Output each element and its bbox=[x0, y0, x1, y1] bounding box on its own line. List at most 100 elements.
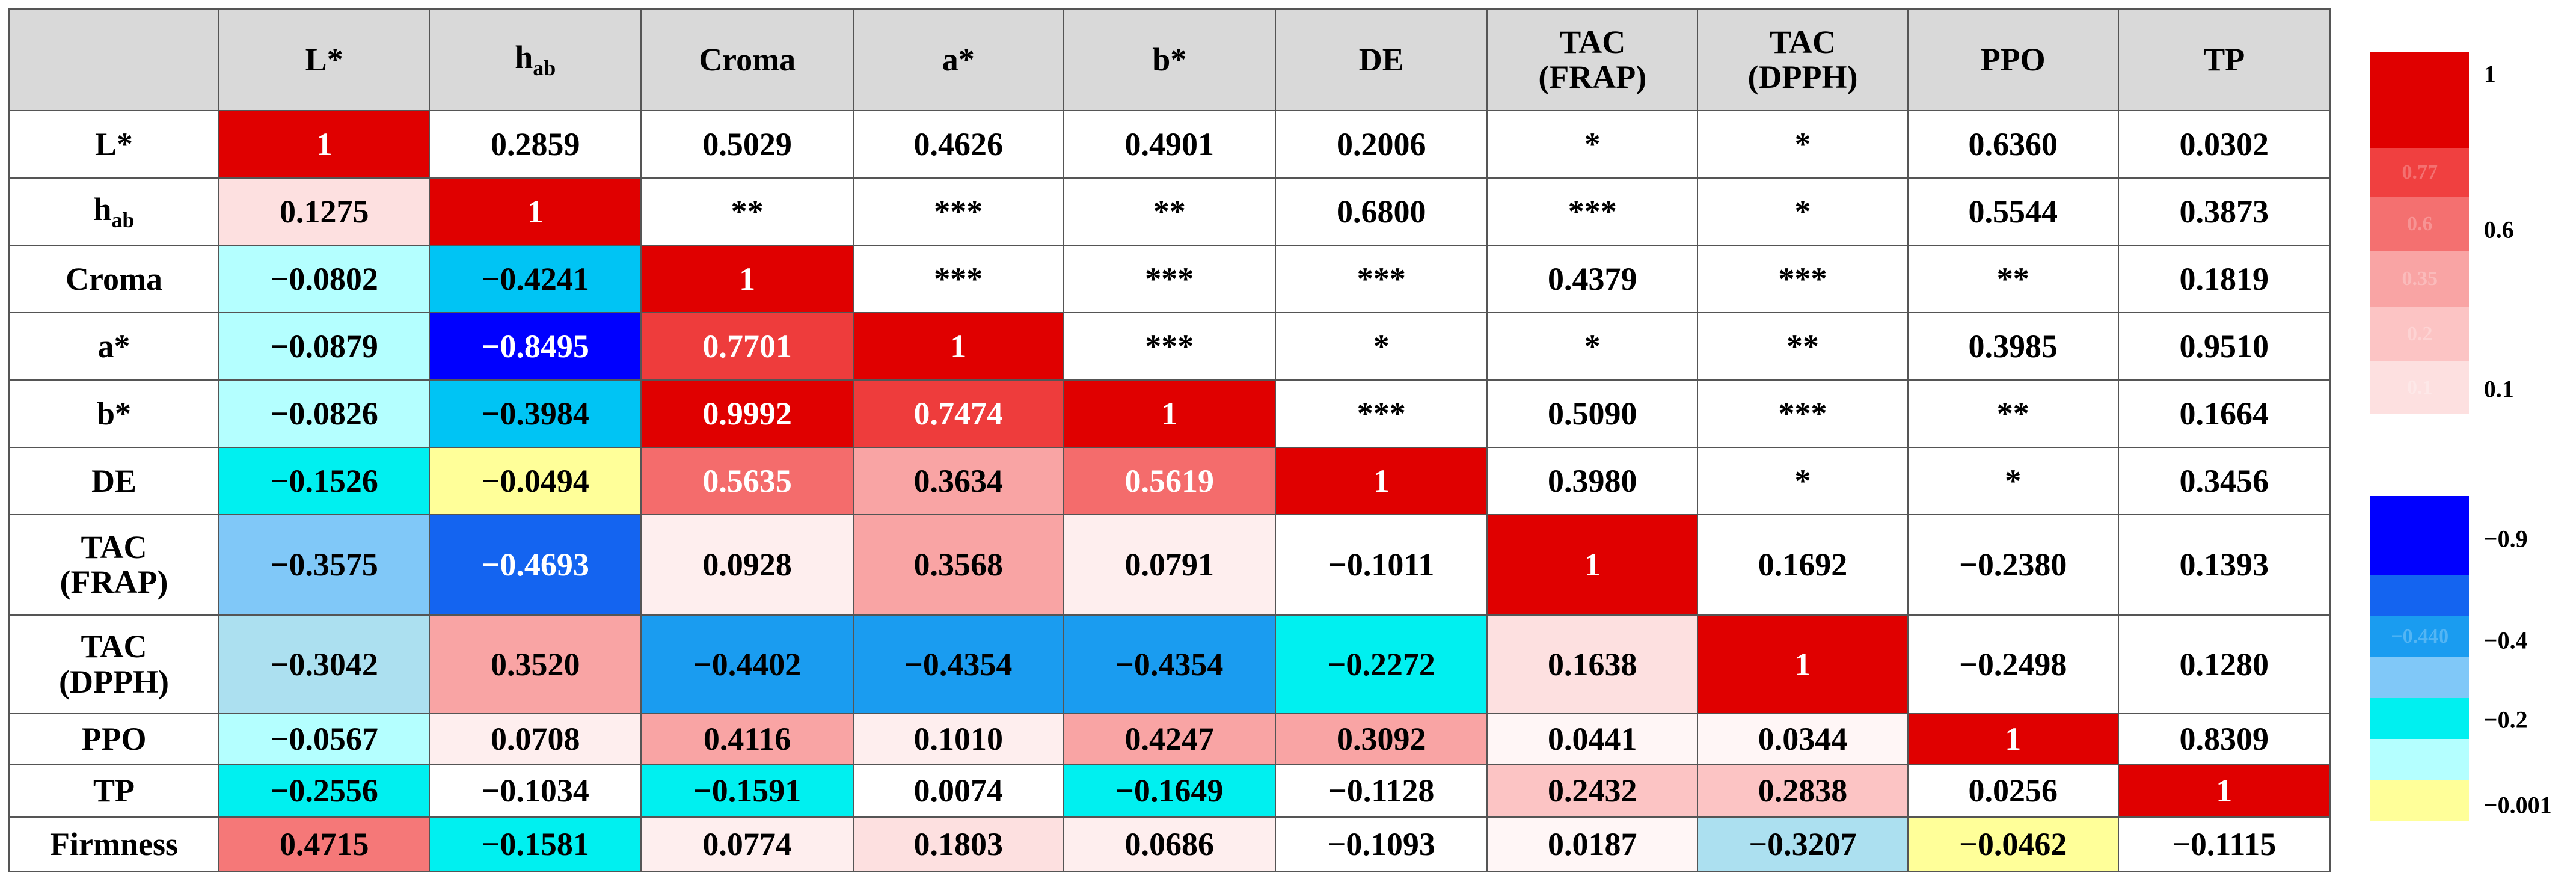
table-cell: 0.1010 bbox=[852, 712, 1064, 765]
table-cell: −0.4354 bbox=[1063, 614, 1277, 714]
table-cell: −0.4693 bbox=[429, 514, 642, 616]
table-cell: 0.5090 bbox=[1486, 379, 1699, 449]
cell-value: 0.9510 bbox=[2179, 328, 2269, 364]
cell-value: −0.8495 bbox=[481, 328, 589, 364]
row-label: TAC (DPPH) bbox=[8, 614, 220, 714]
table-cell: −0.1581 bbox=[429, 816, 642, 872]
label: b* bbox=[97, 396, 131, 431]
cell-value: *** bbox=[1357, 395, 1406, 432]
header-cell: Croma bbox=[640, 8, 854, 112]
cell-value: 0.0791 bbox=[1124, 547, 1215, 583]
legend-label: 1 bbox=[2483, 60, 2496, 88]
cell-value: *** bbox=[1145, 260, 1194, 297]
label: DE bbox=[1359, 42, 1404, 77]
cell-value: 0.5635 bbox=[702, 462, 792, 499]
cell-value: −0.0826 bbox=[270, 395, 378, 432]
table-cell: 0.7474 bbox=[852, 379, 1064, 449]
table-cell: ** bbox=[1697, 312, 1909, 381]
table-cell: −0.2380 bbox=[1907, 514, 2119, 616]
cell-value: 0.1275 bbox=[279, 193, 369, 230]
label: TP bbox=[93, 773, 135, 808]
table-cell: 1 bbox=[640, 245, 854, 314]
row-label: TP bbox=[8, 764, 220, 818]
table-cell: 1 bbox=[2117, 764, 2331, 818]
table-cell: *** bbox=[1697, 379, 1909, 449]
cell-value: −0.1128 bbox=[1328, 772, 1435, 809]
label-line: TAC bbox=[1769, 24, 1836, 61]
label: DE bbox=[91, 464, 136, 498]
table-cell: 0.0344 bbox=[1697, 712, 1909, 765]
legend-swatch bbox=[2370, 52, 2470, 148]
table-cell: 0.5635 bbox=[640, 447, 854, 516]
cell-value: −0.0567 bbox=[270, 720, 378, 757]
cell-value: 0.4715 bbox=[279, 825, 369, 862]
label-line: (DPPH) bbox=[59, 663, 169, 700]
label-sub: ab bbox=[533, 55, 556, 80]
row-label: PPO bbox=[8, 712, 220, 765]
table-cell: −0.8495 bbox=[429, 312, 642, 381]
cell-value: 0.1638 bbox=[1548, 646, 1637, 682]
legend-swatch bbox=[2370, 780, 2470, 821]
cell-value: −0.3575 bbox=[270, 547, 378, 583]
table-cell: 0.0708 bbox=[429, 712, 642, 765]
cell-value: 0.5029 bbox=[702, 126, 792, 162]
table-cell: 0.0686 bbox=[1063, 816, 1277, 872]
table-cell: 0.0774 bbox=[640, 816, 854, 872]
table-cell: 0.3980 bbox=[1486, 447, 1699, 516]
table-cell: 0.0441 bbox=[1486, 712, 1699, 765]
label-text: TP bbox=[2203, 41, 2245, 78]
table-cell: 0.4715 bbox=[218, 816, 431, 872]
cell-value: −0.1591 bbox=[693, 772, 802, 809]
cell-value: 0.1803 bbox=[913, 825, 1004, 862]
label-text: h bbox=[515, 39, 533, 75]
cell-value: 0.9992 bbox=[702, 395, 792, 432]
table-cell: ** bbox=[1907, 379, 2119, 449]
row-label: b* bbox=[8, 379, 220, 449]
cell-value: *** bbox=[1778, 395, 1827, 432]
label: L* bbox=[305, 42, 343, 77]
cell-value: ** bbox=[1786, 328, 1819, 364]
cell-value: *** bbox=[1778, 260, 1827, 297]
cell-value: *** bbox=[934, 260, 983, 297]
cell-value: 0.6800 bbox=[1336, 193, 1426, 230]
legend-swatch: 0.6 bbox=[2370, 197, 2470, 251]
table-cell: 0.6800 bbox=[1275, 177, 1488, 247]
table-cell: 0.5544 bbox=[1907, 177, 2119, 247]
table-cell: 0.1692 bbox=[1697, 514, 1909, 616]
label-text: Croma bbox=[699, 41, 796, 78]
label-text: DE bbox=[91, 462, 136, 499]
cell-value: * bbox=[1584, 328, 1601, 364]
table-cell: 0.2006 bbox=[1275, 110, 1488, 179]
row-label: Croma bbox=[8, 245, 220, 314]
legend-swatch: −0.440 bbox=[2370, 616, 2470, 657]
cell-value: 0.2838 bbox=[1758, 772, 1848, 809]
table-cell: −0.1115 bbox=[2117, 816, 2331, 872]
cell-value: 0.6360 bbox=[1968, 126, 2058, 162]
cell-value: * bbox=[2005, 462, 2022, 499]
label-line: TAC bbox=[81, 529, 147, 566]
table-cell: *** bbox=[1275, 245, 1488, 314]
cell-value: 0.3634 bbox=[913, 462, 1004, 499]
cell-value: 0.4626 bbox=[913, 126, 1004, 162]
cell-value: 1 bbox=[2216, 772, 2233, 809]
table-cell: 0.0187 bbox=[1486, 816, 1699, 872]
table-cell: 0.1393 bbox=[2117, 514, 2331, 616]
table-cell: −0.1034 bbox=[429, 764, 642, 818]
label-text: PPO bbox=[1980, 41, 2046, 78]
table-cell: 0.3092 bbox=[1275, 712, 1488, 765]
label-text: L* bbox=[305, 41, 343, 78]
table-cell: −0.1128 bbox=[1275, 764, 1488, 818]
table-cell: −0.1591 bbox=[640, 764, 854, 818]
label: Croma bbox=[66, 262, 162, 296]
cell-value: 0.5544 bbox=[1968, 193, 2058, 230]
cell-value: 1 bbox=[316, 126, 333, 162]
cell-value: ** bbox=[731, 193, 764, 230]
table-cell: 0.1638 bbox=[1486, 614, 1699, 714]
cell-value: 0.0774 bbox=[702, 825, 792, 862]
cell-value: 0.7701 bbox=[702, 328, 792, 364]
cell-value: 0.3568 bbox=[913, 547, 1004, 583]
cell-value: 1 bbox=[950, 328, 967, 364]
cell-value: 1 bbox=[1584, 547, 1601, 583]
cell-value: 1 bbox=[527, 193, 544, 230]
row-label: L* bbox=[8, 110, 220, 179]
